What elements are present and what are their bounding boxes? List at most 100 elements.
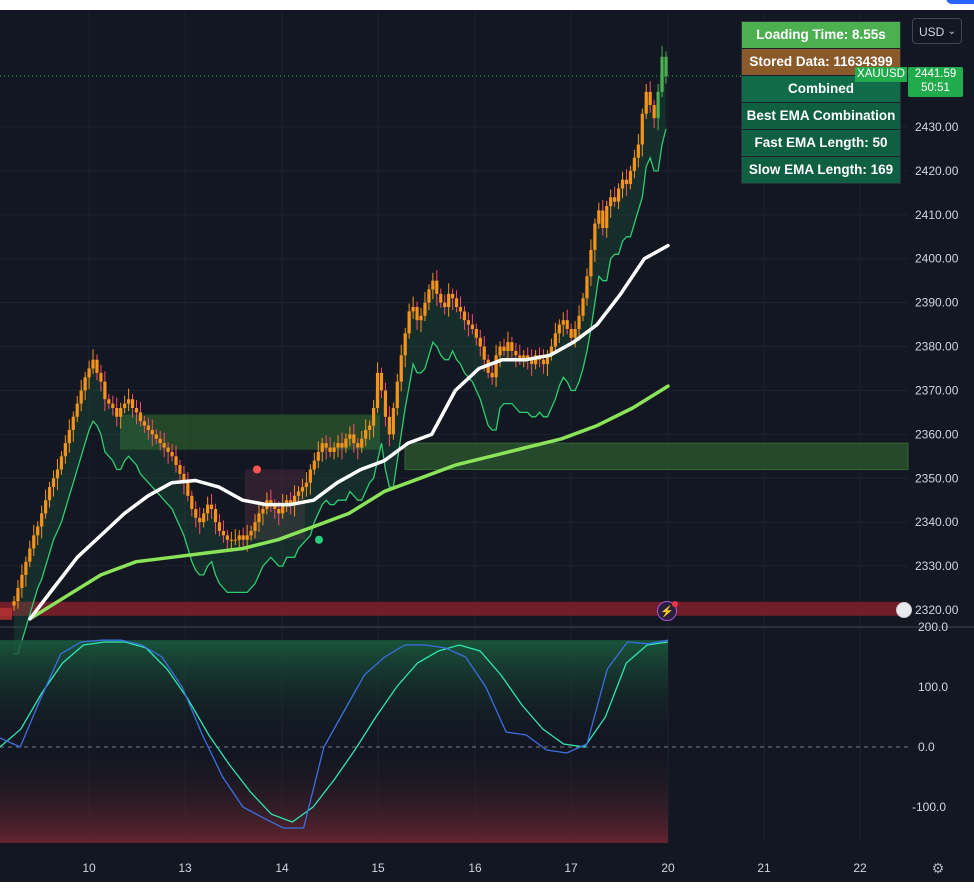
- candle-body: [158, 438, 162, 444]
- candle-body: [146, 425, 150, 430]
- candle-body: [364, 429, 368, 439]
- candle-body: [435, 280, 439, 294]
- candle-body: [557, 324, 561, 334]
- candle-body: [371, 408, 376, 426]
- x-tick-label: 10: [82, 861, 96, 875]
- alert-dot: [672, 601, 678, 607]
- candle-body: [652, 105, 656, 119]
- candle-body: [261, 509, 265, 514]
- candle-body: [24, 561, 28, 575]
- candle-body: [391, 408, 395, 435]
- osc-tick-label: 100.0: [918, 680, 948, 694]
- gear-icon[interactable]: ⚙: [931, 860, 945, 876]
- candle-body: [482, 346, 486, 360]
- candle-body: [237, 535, 241, 540]
- candle-body: [660, 56, 664, 92]
- candle-body: [423, 302, 427, 316]
- candle-body: [273, 504, 277, 510]
- candle-body: [379, 372, 384, 391]
- candle-body: [522, 355, 526, 360]
- y-tick-label: 2400.00: [915, 252, 959, 266]
- candle-body: [213, 509, 218, 523]
- candle-body: [289, 500, 293, 505]
- y-tick-label: 2350.00: [915, 471, 959, 485]
- y-tick-label: 2390.00: [915, 296, 959, 310]
- sell-marker: [253, 465, 261, 474]
- candle-body: [624, 179, 629, 185]
- x-tick-label: 22: [853, 861, 867, 875]
- candle-body: [648, 91, 652, 106]
- candle-body: [344, 438, 348, 448]
- candle-body: [36, 526, 40, 536]
- y-tick-label: 2380.00: [915, 340, 959, 354]
- candle-body: [628, 170, 633, 185]
- candle-body: [636, 144, 640, 158]
- candle-body: [107, 399, 111, 404]
- candle-body: [581, 298, 585, 316]
- candle-body: [202, 513, 206, 523]
- candle-body: [87, 368, 91, 378]
- us-flag-icon[interactable]: [896, 602, 912, 618]
- candle-body: [640, 113, 644, 145]
- candle-body: [541, 359, 546, 365]
- candle-body: [75, 403, 79, 417]
- candle-body: [545, 355, 550, 365]
- candle-body: [399, 355, 403, 382]
- y-tick-label: 2340.00: [915, 515, 959, 529]
- candle-body: [229, 539, 233, 541]
- candle-body: [478, 337, 482, 347]
- candle-body: [245, 535, 249, 540]
- candle-body: [620, 179, 625, 189]
- candle-body: [324, 443, 328, 448]
- x-tick-label: 20: [661, 861, 675, 875]
- currency-select[interactable]: USD ⌄: [912, 18, 962, 44]
- candle-body: [549, 346, 554, 356]
- candle-body: [95, 359, 99, 373]
- candle-body: [91, 359, 95, 369]
- candle-body: [411, 307, 415, 312]
- y-tick-label: 2420.00: [915, 164, 959, 178]
- top-right-button[interactable]: [946, 0, 974, 4]
- candle-body: [553, 333, 557, 347]
- candle-body: [514, 350, 518, 356]
- candle-body: [206, 504, 210, 514]
- trail-fill: [14, 56, 666, 654]
- candle-body: [494, 355, 498, 378]
- candle-body: [613, 197, 617, 202]
- candle-body: [67, 429, 71, 444]
- candle-body: [221, 530, 226, 536]
- candle-body: [198, 517, 202, 523]
- candle-body: [466, 320, 471, 325]
- candle-body: [526, 355, 530, 360]
- candle-body: [103, 381, 107, 400]
- candle-body: [111, 403, 115, 409]
- candle-body: [644, 91, 648, 114]
- y-tick-label: 2370.00: [915, 383, 959, 397]
- candle-body: [605, 206, 609, 228]
- x-tick-label: 15: [371, 861, 385, 875]
- candle-body: [451, 293, 455, 299]
- candle-body: [182, 473, 186, 483]
- candle-body: [565, 320, 569, 329]
- symbol-label: XAUUSD: [855, 67, 907, 82]
- y-tick-label: 2430.00: [915, 120, 959, 134]
- candle-body: [383, 390, 388, 417]
- chart-svg[interactable]: 2320.00 2330.00 2340.00 2350.00 2360.00 2370.…: [0, 10, 974, 882]
- stats-panel: Loading Time: 8.55s Stored Data: 1163439…: [741, 21, 901, 184]
- candle-body: [178, 465, 182, 474]
- candle-body: [348, 434, 352, 439]
- candle-body: [249, 530, 253, 536]
- candle-body: [454, 298, 459, 308]
- candle-body: [217, 522, 222, 531]
- candle-body: [368, 425, 372, 430]
- candle-body: [123, 403, 127, 409]
- candle-body: [233, 539, 237, 541]
- candle-body: [340, 443, 344, 448]
- candle-body: [403, 333, 407, 356]
- candle-body: [47, 487, 52, 501]
- candle-body: [44, 500, 48, 514]
- candle-body: [356, 443, 360, 448]
- candle-body: [597, 210, 601, 224]
- zone-green-2: [404, 442, 909, 470]
- candle-body: [304, 482, 309, 488]
